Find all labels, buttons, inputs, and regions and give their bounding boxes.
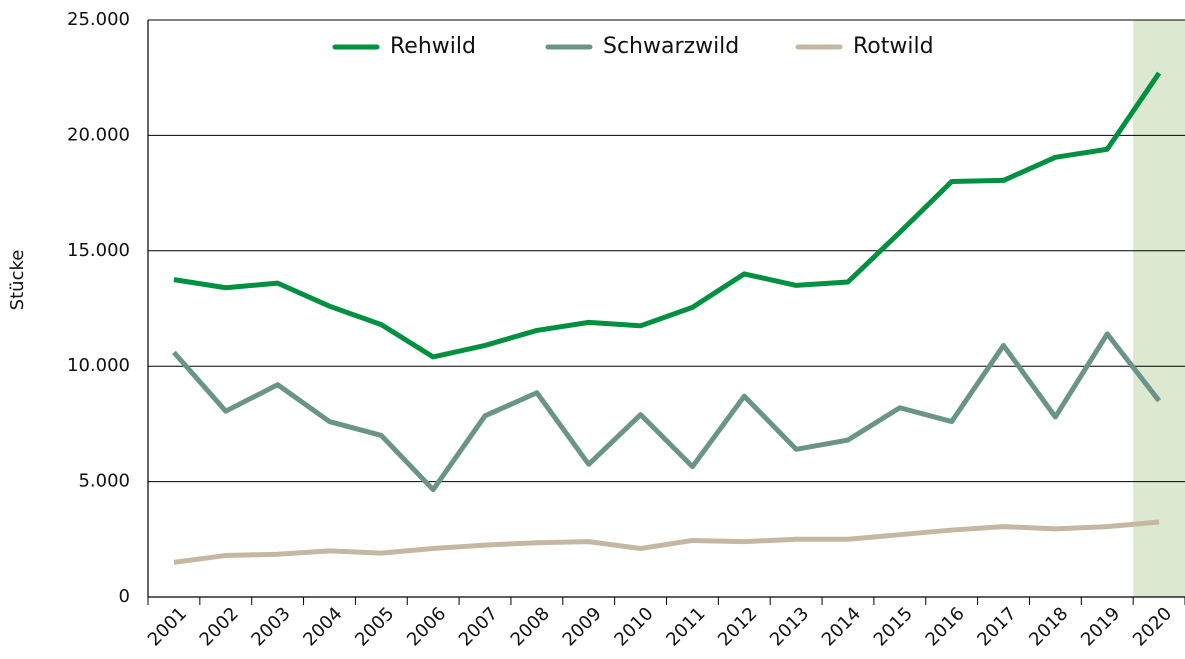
legend-label: Rehwild (390, 34, 476, 59)
y-tick-label: 25.000 (67, 9, 130, 30)
x-tick-label: 2017 (973, 603, 1020, 650)
highlight-band (1133, 20, 1185, 597)
line-series (172, 331, 1162, 493)
y-axis-label: Stücke (7, 250, 28, 311)
line-series (173, 71, 1162, 360)
x-tick-label: 2012 (714, 603, 761, 650)
y-tick-label: 15.000 (67, 240, 130, 261)
line-series (173, 519, 1160, 565)
x-tick-label: 2003 (247, 603, 294, 650)
y-tick-label: 5.000 (78, 471, 130, 492)
x-tick-label: 2002 (196, 603, 243, 650)
x-tick-label: 2005 (351, 603, 398, 650)
x-tick-label: 2011 (662, 603, 709, 650)
x-tick-label: 2019 (1077, 603, 1124, 650)
y-tick-label: 20.000 (67, 124, 130, 145)
legend-label: Schwarzwild (603, 34, 739, 59)
x-tick-label: 2018 (1025, 603, 1072, 650)
y-tick-label: 10.000 (67, 355, 130, 376)
x-tick-label: 2020 (1129, 603, 1176, 650)
x-tick-label: 2010 (610, 603, 657, 650)
y-tick-label: 0 (119, 586, 130, 607)
x-tick-label: 2015 (870, 603, 917, 650)
x-tick-label: 2016 (922, 603, 969, 650)
x-tick-label: 2004 (299, 603, 346, 650)
x-tick-label: 2008 (507, 603, 554, 650)
x-tick-label: 2006 (403, 603, 450, 650)
x-tick-label: 2009 (559, 603, 606, 650)
x-tick-label: 2007 (455, 603, 502, 650)
legend-label: Rotwild (853, 34, 934, 59)
x-tick-label: 2013 (766, 603, 813, 650)
x-tick-label: 2001 (144, 603, 191, 650)
x-tick-label: 2014 (818, 603, 865, 650)
